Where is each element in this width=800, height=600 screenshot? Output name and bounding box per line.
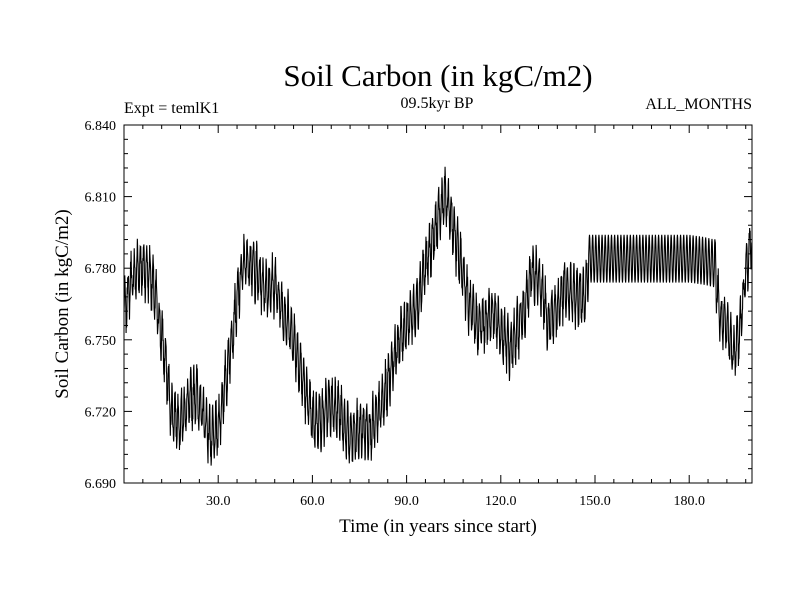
months-label: ALL_MONTHS bbox=[645, 96, 752, 113]
plot-frame bbox=[123, 124, 753, 484]
period-label: 09.5kyr BP bbox=[401, 95, 474, 112]
y-tick-label: 6.750 bbox=[85, 334, 117, 349]
x-tick-label: 150.0 bbox=[579, 494, 611, 509]
x-axis-label: Time (in years since start) bbox=[339, 516, 537, 537]
x-tick-label: 60.0 bbox=[300, 494, 325, 509]
y-tick-label: 6.810 bbox=[85, 191, 117, 206]
y-tick-label: 6.690 bbox=[85, 477, 117, 492]
tick-layer: 30.0 60.0 90.0 120.0 150.0 180.0 6.690 6.720 6.7… bbox=[85, 119, 752, 509]
y-tick-label: 6.840 bbox=[85, 119, 117, 134]
chart-title: Soil Carbon (in kgC/m2) bbox=[283, 58, 592, 93]
x-tick-label: 180.0 bbox=[673, 494, 705, 509]
y-tick-label: 6.720 bbox=[85, 405, 117, 420]
x-tick-label: 120.0 bbox=[485, 494, 517, 509]
soil-carbon-series-line bbox=[123, 166, 753, 466]
data-layer bbox=[123, 166, 753, 466]
y-axis-label: Soil Carbon (in kgC/m2) bbox=[52, 209, 73, 398]
x-tick-label: 30.0 bbox=[206, 494, 231, 509]
experiment-label: Expt = temlK1 bbox=[124, 100, 219, 117]
x-tick-label: 90.0 bbox=[394, 494, 419, 509]
y-tick-label: 6.780 bbox=[85, 262, 117, 277]
